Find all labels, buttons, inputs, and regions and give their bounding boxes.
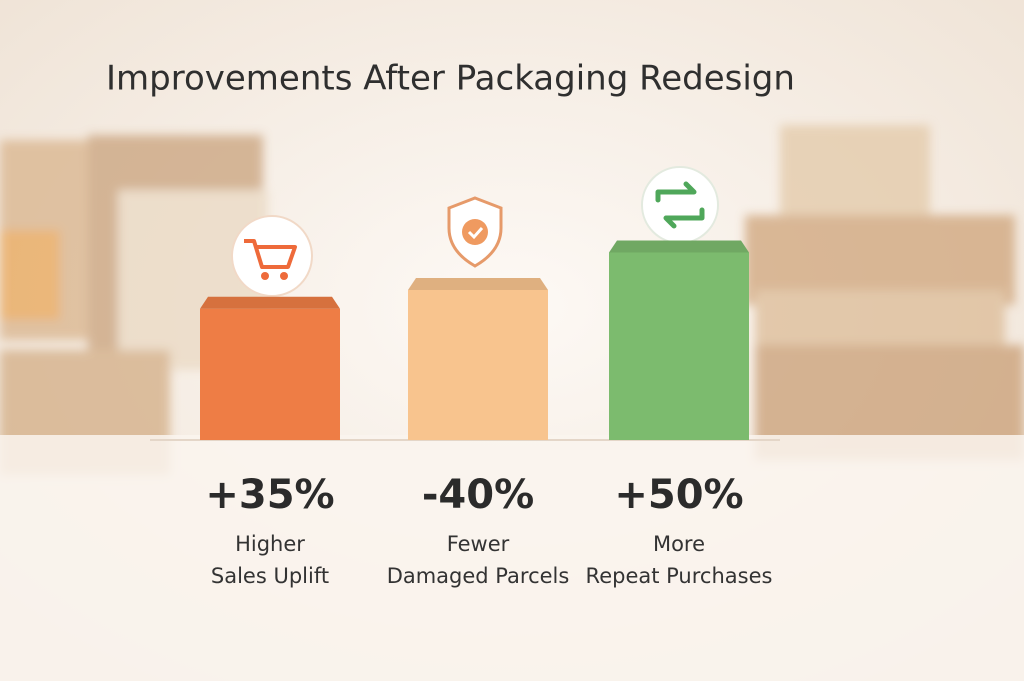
floor (0, 435, 1024, 681)
category-label: Fewer (447, 532, 510, 556)
category-label: Damaged Parcels (387, 564, 570, 588)
bar-cap (408, 278, 548, 290)
category-label: Repeat Purchases (586, 564, 773, 588)
value-label: +50% (614, 472, 743, 518)
bar-cap (200, 296, 340, 309)
bar-cap (609, 240, 749, 253)
bar (200, 308, 340, 440)
bar (408, 290, 548, 440)
cart-icon (231, 215, 313, 297)
category-label: Sales Uplift (211, 564, 329, 588)
chart-title: Improvements After Packaging Redesign (106, 59, 795, 99)
category-label: More (653, 532, 705, 556)
bar (609, 252, 749, 440)
category-label: Higher (235, 532, 305, 556)
repeat-icon (641, 166, 719, 244)
value-label: +35% (205, 472, 334, 518)
shield-icon (447, 196, 503, 268)
value-label: -40% (422, 472, 534, 518)
